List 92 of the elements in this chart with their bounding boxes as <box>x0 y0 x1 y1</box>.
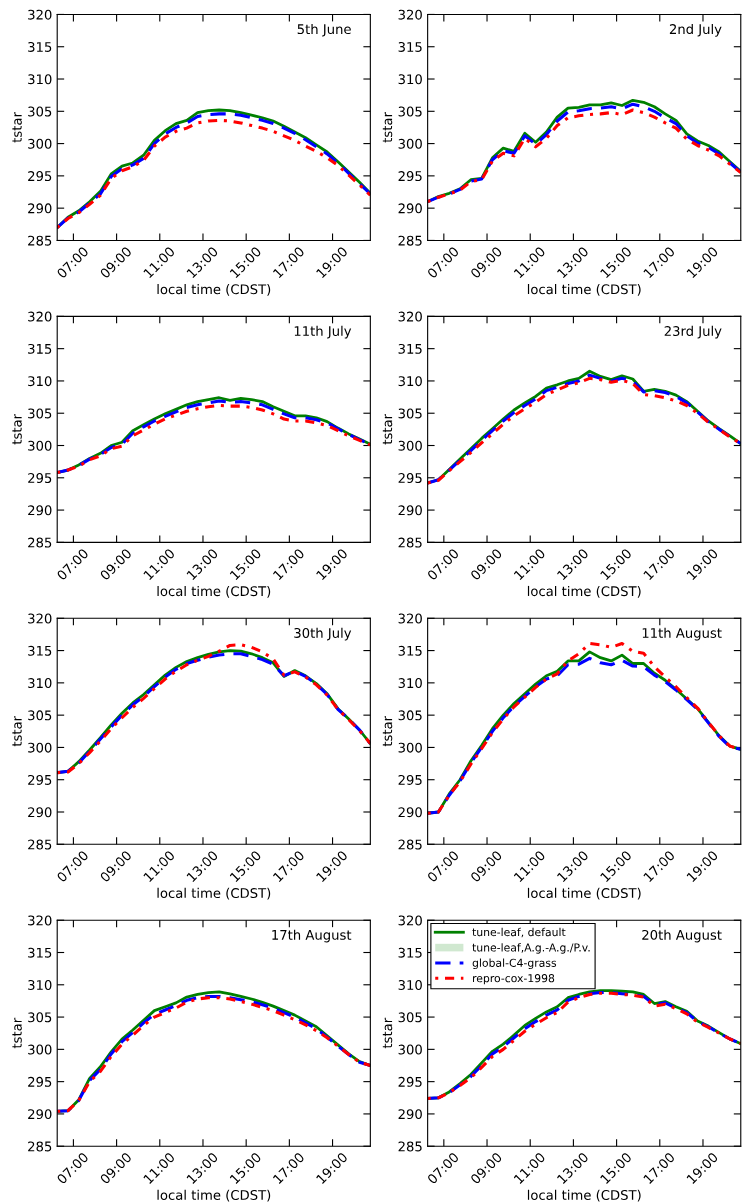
y-tick-label: 285 <box>28 235 52 246</box>
y-tick-label: 285 <box>28 537 52 548</box>
y-tick-label: 290 <box>28 1109 52 1120</box>
y-tick-label: 285 <box>398 1141 422 1152</box>
annotation: 11th July <box>294 325 352 339</box>
y-tick-label: 285 <box>398 537 422 548</box>
y-axis-title: tstar <box>382 112 393 143</box>
y-tick-label: 305 <box>28 408 52 419</box>
y-tick-label: 310 <box>398 74 422 85</box>
y-tick-label: 315 <box>28 41 52 52</box>
y-tick-label: 290 <box>398 505 422 516</box>
y-tick-label: 290 <box>398 1109 422 1120</box>
legend-label: tune-leaf, default <box>472 927 566 938</box>
y-tick-label: 290 <box>398 807 422 818</box>
x-axis-title: local time (CDST) <box>157 887 271 900</box>
y-tick-label: 320 <box>28 9 52 20</box>
y-tick-label: 300 <box>28 138 52 149</box>
y-tick-label: 320 <box>398 311 422 322</box>
y-tick-label: 290 <box>28 203 52 214</box>
y-tick-label: 320 <box>398 613 422 624</box>
y-tick-label: 290 <box>398 203 422 214</box>
y-tick-label: 295 <box>398 1076 422 1087</box>
y-tick-label: 315 <box>28 645 52 656</box>
x-axis-title: local time (CDST) <box>527 585 641 598</box>
x-axis-title: local time (CDST) <box>527 283 641 296</box>
y-tick-label: 320 <box>398 915 422 926</box>
x-axis-title: local time (CDST) <box>157 585 271 598</box>
y-tick-label: 300 <box>398 742 422 753</box>
legend-label: tune-leaf,A.g.-A.g./P.v. <box>472 943 590 954</box>
y-tick-label: 300 <box>398 440 422 451</box>
y-tick-label: 300 <box>28 1044 52 1055</box>
y-tick-label: 305 <box>398 106 422 117</box>
annotation: 11th August <box>642 627 722 641</box>
annotation: 5th June <box>297 23 351 37</box>
y-tick-label: 315 <box>28 343 52 354</box>
x-axis-title: local time (CDST) <box>527 887 641 900</box>
y-tick-label: 320 <box>398 9 422 20</box>
y-tick-label: 310 <box>28 678 52 689</box>
y-tick-label: 315 <box>398 41 422 52</box>
y-tick-label: 295 <box>28 1076 52 1087</box>
y-axis-title: tstar <box>12 1017 22 1049</box>
y-tick-label: 320 <box>28 613 52 624</box>
y-tick-label: 315 <box>398 947 422 958</box>
y-tick-label: 305 <box>28 710 52 721</box>
y-axis-title: tstar <box>382 414 393 445</box>
y-axis-title: tstar <box>12 112 22 143</box>
y-tick-label: 285 <box>28 839 52 850</box>
y-tick-label: 320 <box>28 915 52 926</box>
y-tick-label: 315 <box>398 645 422 656</box>
y-tick-label: 285 <box>398 839 422 850</box>
x-axis-title: local time (CDST) <box>527 1189 641 1202</box>
y-tick-label: 310 <box>398 980 422 990</box>
y-tick-label: 310 <box>28 980 52 990</box>
y-tick-label: 310 <box>28 376 52 387</box>
y-tick-label: 295 <box>28 473 52 483</box>
legend-label: repro-cox-1998 <box>473 974 555 985</box>
y-tick-label: 315 <box>28 947 52 958</box>
y-tick-label: 310 <box>28 74 52 85</box>
y-tick-label: 290 <box>28 505 52 516</box>
legend-label: global-C4-grass <box>472 958 557 969</box>
y-tick-label: 285 <box>398 235 422 246</box>
y-tick-label: 315 <box>398 343 422 354</box>
y-tick-label: 305 <box>28 106 52 117</box>
annotation: 23rd July <box>664 325 722 339</box>
y-tick-label: 310 <box>398 376 422 387</box>
y-tick-label: 305 <box>398 1012 422 1023</box>
y-tick-label: 295 <box>398 473 422 483</box>
annotation: 17th August <box>272 929 352 943</box>
y-tick-label: 300 <box>28 440 52 451</box>
y-axis-title: tstar <box>382 1017 393 1049</box>
y-tick-label: 290 <box>28 807 52 818</box>
y-tick-label: 305 <box>398 408 422 419</box>
y-tick-label: 285 <box>28 1141 52 1152</box>
y-tick-label: 300 <box>398 1044 422 1055</box>
y-tick-label: 295 <box>398 171 422 182</box>
y-tick-label: 295 <box>28 171 52 182</box>
y-tick-label: 305 <box>28 1012 52 1023</box>
annotation: 20th August <box>642 929 722 943</box>
x-axis-title: local time (CDST) <box>157 283 271 296</box>
y-axis-title: tstar <box>12 414 22 445</box>
y-tick-label: 300 <box>28 742 52 753</box>
y-axis-title: tstar <box>382 715 393 747</box>
y-tick-label: 295 <box>398 774 422 785</box>
annotation: 2nd July <box>669 23 722 37</box>
y-axis-title: tstar <box>12 715 22 747</box>
y-tick-label: 295 <box>28 774 52 785</box>
x-axis-title: local time (CDST) <box>157 1189 271 1202</box>
y-tick-label: 320 <box>28 311 52 322</box>
y-tick-label: 305 <box>398 710 422 721</box>
annotation: 30th July <box>294 627 352 641</box>
y-tick-label: 300 <box>398 138 422 149</box>
y-tick-label: 310 <box>398 678 422 689</box>
